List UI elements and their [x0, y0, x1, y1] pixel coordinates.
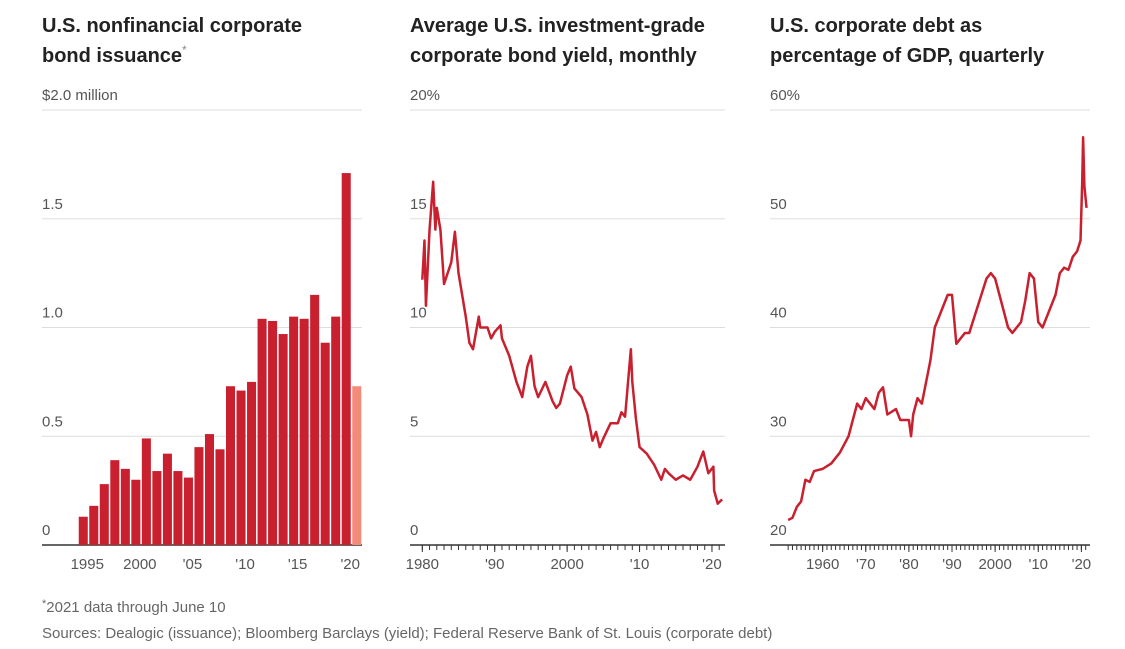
- x-tick-label: '05: [183, 556, 203, 573]
- y-tick-label: 20%: [410, 87, 440, 104]
- bar: [110, 460, 120, 545]
- x-tick-label: 2000: [978, 556, 1011, 573]
- bar: [225, 386, 236, 545]
- bar: [215, 449, 225, 545]
- bar: [131, 479, 141, 545]
- y-tick-label: 0.5: [42, 413, 63, 430]
- x-tick-label: '20: [340, 556, 360, 573]
- x-tick-label: '20: [702, 556, 722, 573]
- bar: [204, 434, 215, 545]
- title-line: U.S. corporate debt as: [770, 15, 982, 37]
- x-tick-label: 1980: [406, 556, 439, 573]
- x-tick-label: 1995: [71, 556, 104, 573]
- bar: [278, 334, 288, 545]
- footnote-text: 2021 data through June 10: [46, 599, 225, 616]
- bar: [152, 471, 162, 545]
- x-tick-label: '80: [899, 556, 919, 573]
- bar: [194, 447, 204, 545]
- y-tick-label: 10: [410, 305, 427, 322]
- y-tick-label: 30: [770, 413, 787, 430]
- bar: [89, 505, 99, 545]
- data-line: [787, 135, 1088, 522]
- x-tick-label: '90: [485, 556, 505, 573]
- y-tick-label: 0: [410, 522, 418, 539]
- bar: [320, 342, 330, 545]
- bar: [141, 438, 151, 545]
- y-tick-label: $2.0 million: [42, 87, 118, 104]
- y-tick-label: 60%: [770, 87, 800, 104]
- title-line: percentage of GDP, quarterly: [770, 45, 1045, 67]
- y-tick-label: 5: [410, 413, 418, 430]
- x-tick-label: '15: [288, 556, 308, 573]
- bar: [236, 390, 246, 545]
- bar: [299, 318, 309, 545]
- bar: [173, 471, 183, 545]
- y-tick-label: 15: [410, 196, 427, 213]
- y-tick-label: 50: [770, 196, 787, 213]
- bar: [310, 294, 320, 545]
- bar: [331, 316, 341, 545]
- title-line: Average U.S. investment-grade: [410, 15, 705, 37]
- title-line: bond issuance: [42, 45, 182, 67]
- bar: [289, 316, 299, 545]
- bar: [268, 320, 278, 545]
- bar: [78, 516, 88, 545]
- y-tick-label: 1.5: [42, 196, 63, 213]
- footnote: *2021 data through June 10: [42, 598, 226, 616]
- bar: [183, 477, 193, 545]
- x-tick-label: '10: [630, 556, 650, 573]
- data-line: [421, 180, 723, 505]
- panel-title: U.S. nonfinancial corporate bond issuance…: [42, 15, 302, 67]
- bar: [120, 468, 130, 545]
- y-tick-label: 20: [770, 522, 787, 539]
- bar: [341, 173, 351, 545]
- y-tick-label: 40: [770, 305, 787, 322]
- footnote-mark: *: [42, 598, 47, 610]
- title-line: U.S. nonfinancial corporate: [42, 15, 302, 37]
- source: Sources: Dealogic (issuance); Bloomberg …: [42, 625, 772, 642]
- panel-title: Average U.S. investment-grade corporate b…: [410, 15, 705, 67]
- x-tick-label: '70: [856, 556, 876, 573]
- x-tick-label: '90: [942, 556, 962, 573]
- x-tick-label: 1960: [806, 556, 839, 573]
- x-tick-label: '10: [235, 556, 255, 573]
- bar: [162, 453, 172, 545]
- bar: [99, 484, 109, 545]
- x-tick-label: '10: [1028, 556, 1048, 573]
- panel-title: U.S. corporate debt as percentage of GDP,…: [770, 15, 1045, 67]
- bar: [352, 386, 362, 545]
- x-tick-label: '20: [1072, 556, 1092, 573]
- x-tick-label: 2000: [123, 556, 156, 573]
- y-tick-label: 0: [42, 522, 50, 539]
- bar: [257, 318, 267, 545]
- title-line: corporate bond yield, monthly: [410, 45, 698, 67]
- x-tick-label: 2000: [550, 556, 583, 573]
- bar: [247, 381, 257, 545]
- y-tick-label: 1.0: [42, 305, 63, 322]
- title-mark: *: [182, 43, 187, 57]
